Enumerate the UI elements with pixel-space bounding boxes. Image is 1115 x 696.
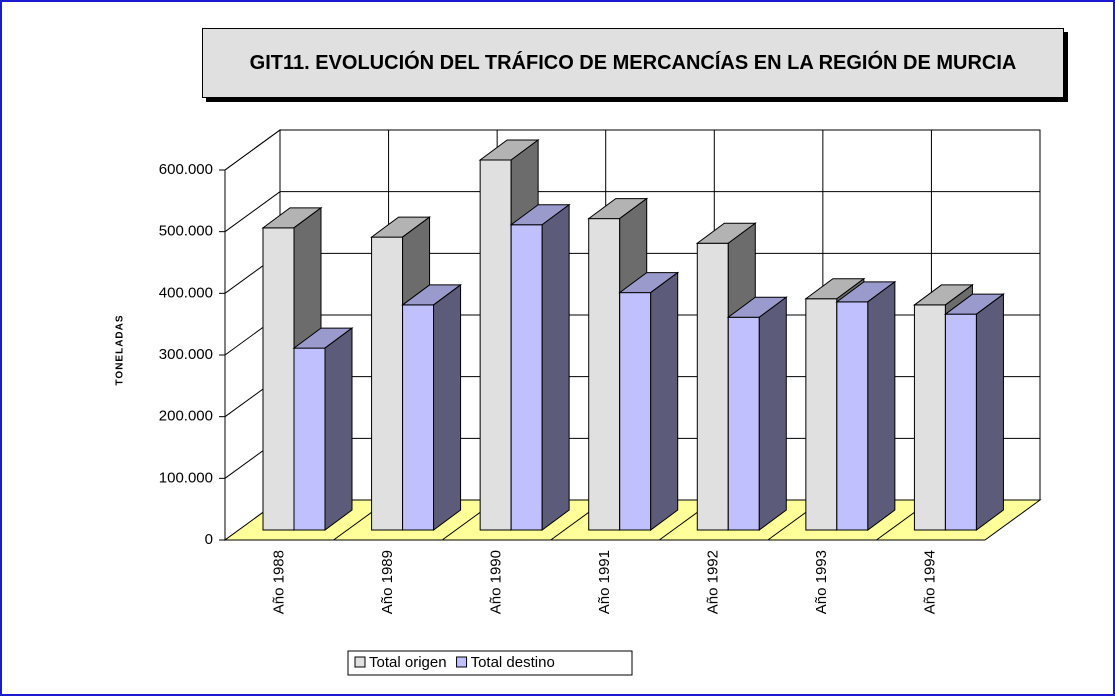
grid-line	[224, 191, 281, 233]
bar-front	[727, 316, 760, 531]
x-tick-label: Año 1989	[379, 550, 396, 614]
bar-side	[867, 280, 896, 531]
bar-side	[650, 271, 679, 531]
x-tick-label: Año 1994	[922, 550, 939, 614]
x-tick-label: Año 1988	[270, 550, 287, 614]
legend-swatch	[354, 656, 366, 668]
legend-label: Total origen	[369, 654, 447, 671]
bar-front	[293, 347, 326, 531]
bar-front	[913, 304, 946, 531]
bar-side	[975, 293, 1004, 531]
bar-front	[588, 218, 621, 531]
bar-front	[262, 227, 295, 531]
bar-front	[805, 298, 838, 531]
legend: Total origen Total destino	[347, 650, 633, 676]
y-tick-label: 300.000	[159, 346, 213, 363]
y-tick-label: 0	[205, 531, 213, 548]
bar-side	[541, 203, 570, 531]
bar-side	[758, 296, 787, 531]
y-tick-label: 200.000	[159, 408, 213, 425]
legend-box	[347, 650, 633, 676]
y-tick-label: 400.000	[159, 284, 213, 301]
y-tick-label: 100.000	[159, 469, 213, 486]
bar-front	[510, 224, 543, 531]
bar-front	[619, 292, 652, 531]
y-axis-title: TONELADAS	[115, 314, 126, 385]
chart-title: GIT11. EVOLUCIÓN DEL TRÁFICO DE MERCANCÍ…	[202, 28, 1064, 98]
bar-front	[371, 236, 404, 531]
grid-line	[224, 129, 281, 171]
bar-front	[479, 159, 512, 531]
bar-front	[836, 301, 869, 531]
x-tick-label: Año 1991	[596, 550, 613, 614]
legend-swatch	[456, 656, 468, 668]
bar-front	[402, 304, 435, 531]
legend-label: Total destino	[471, 654, 555, 671]
x-tick-label: Año 1992	[705, 550, 722, 614]
x-tick-label: Año 1993	[813, 550, 830, 614]
y-tick-label: 500.000	[159, 223, 213, 240]
bar-side	[324, 327, 353, 531]
x-tick-label: Año 1990	[487, 550, 504, 614]
y-tick-label: 600.000	[159, 161, 213, 178]
bar-front	[944, 313, 977, 531]
bar-front	[696, 242, 729, 531]
bar-side	[433, 283, 462, 531]
